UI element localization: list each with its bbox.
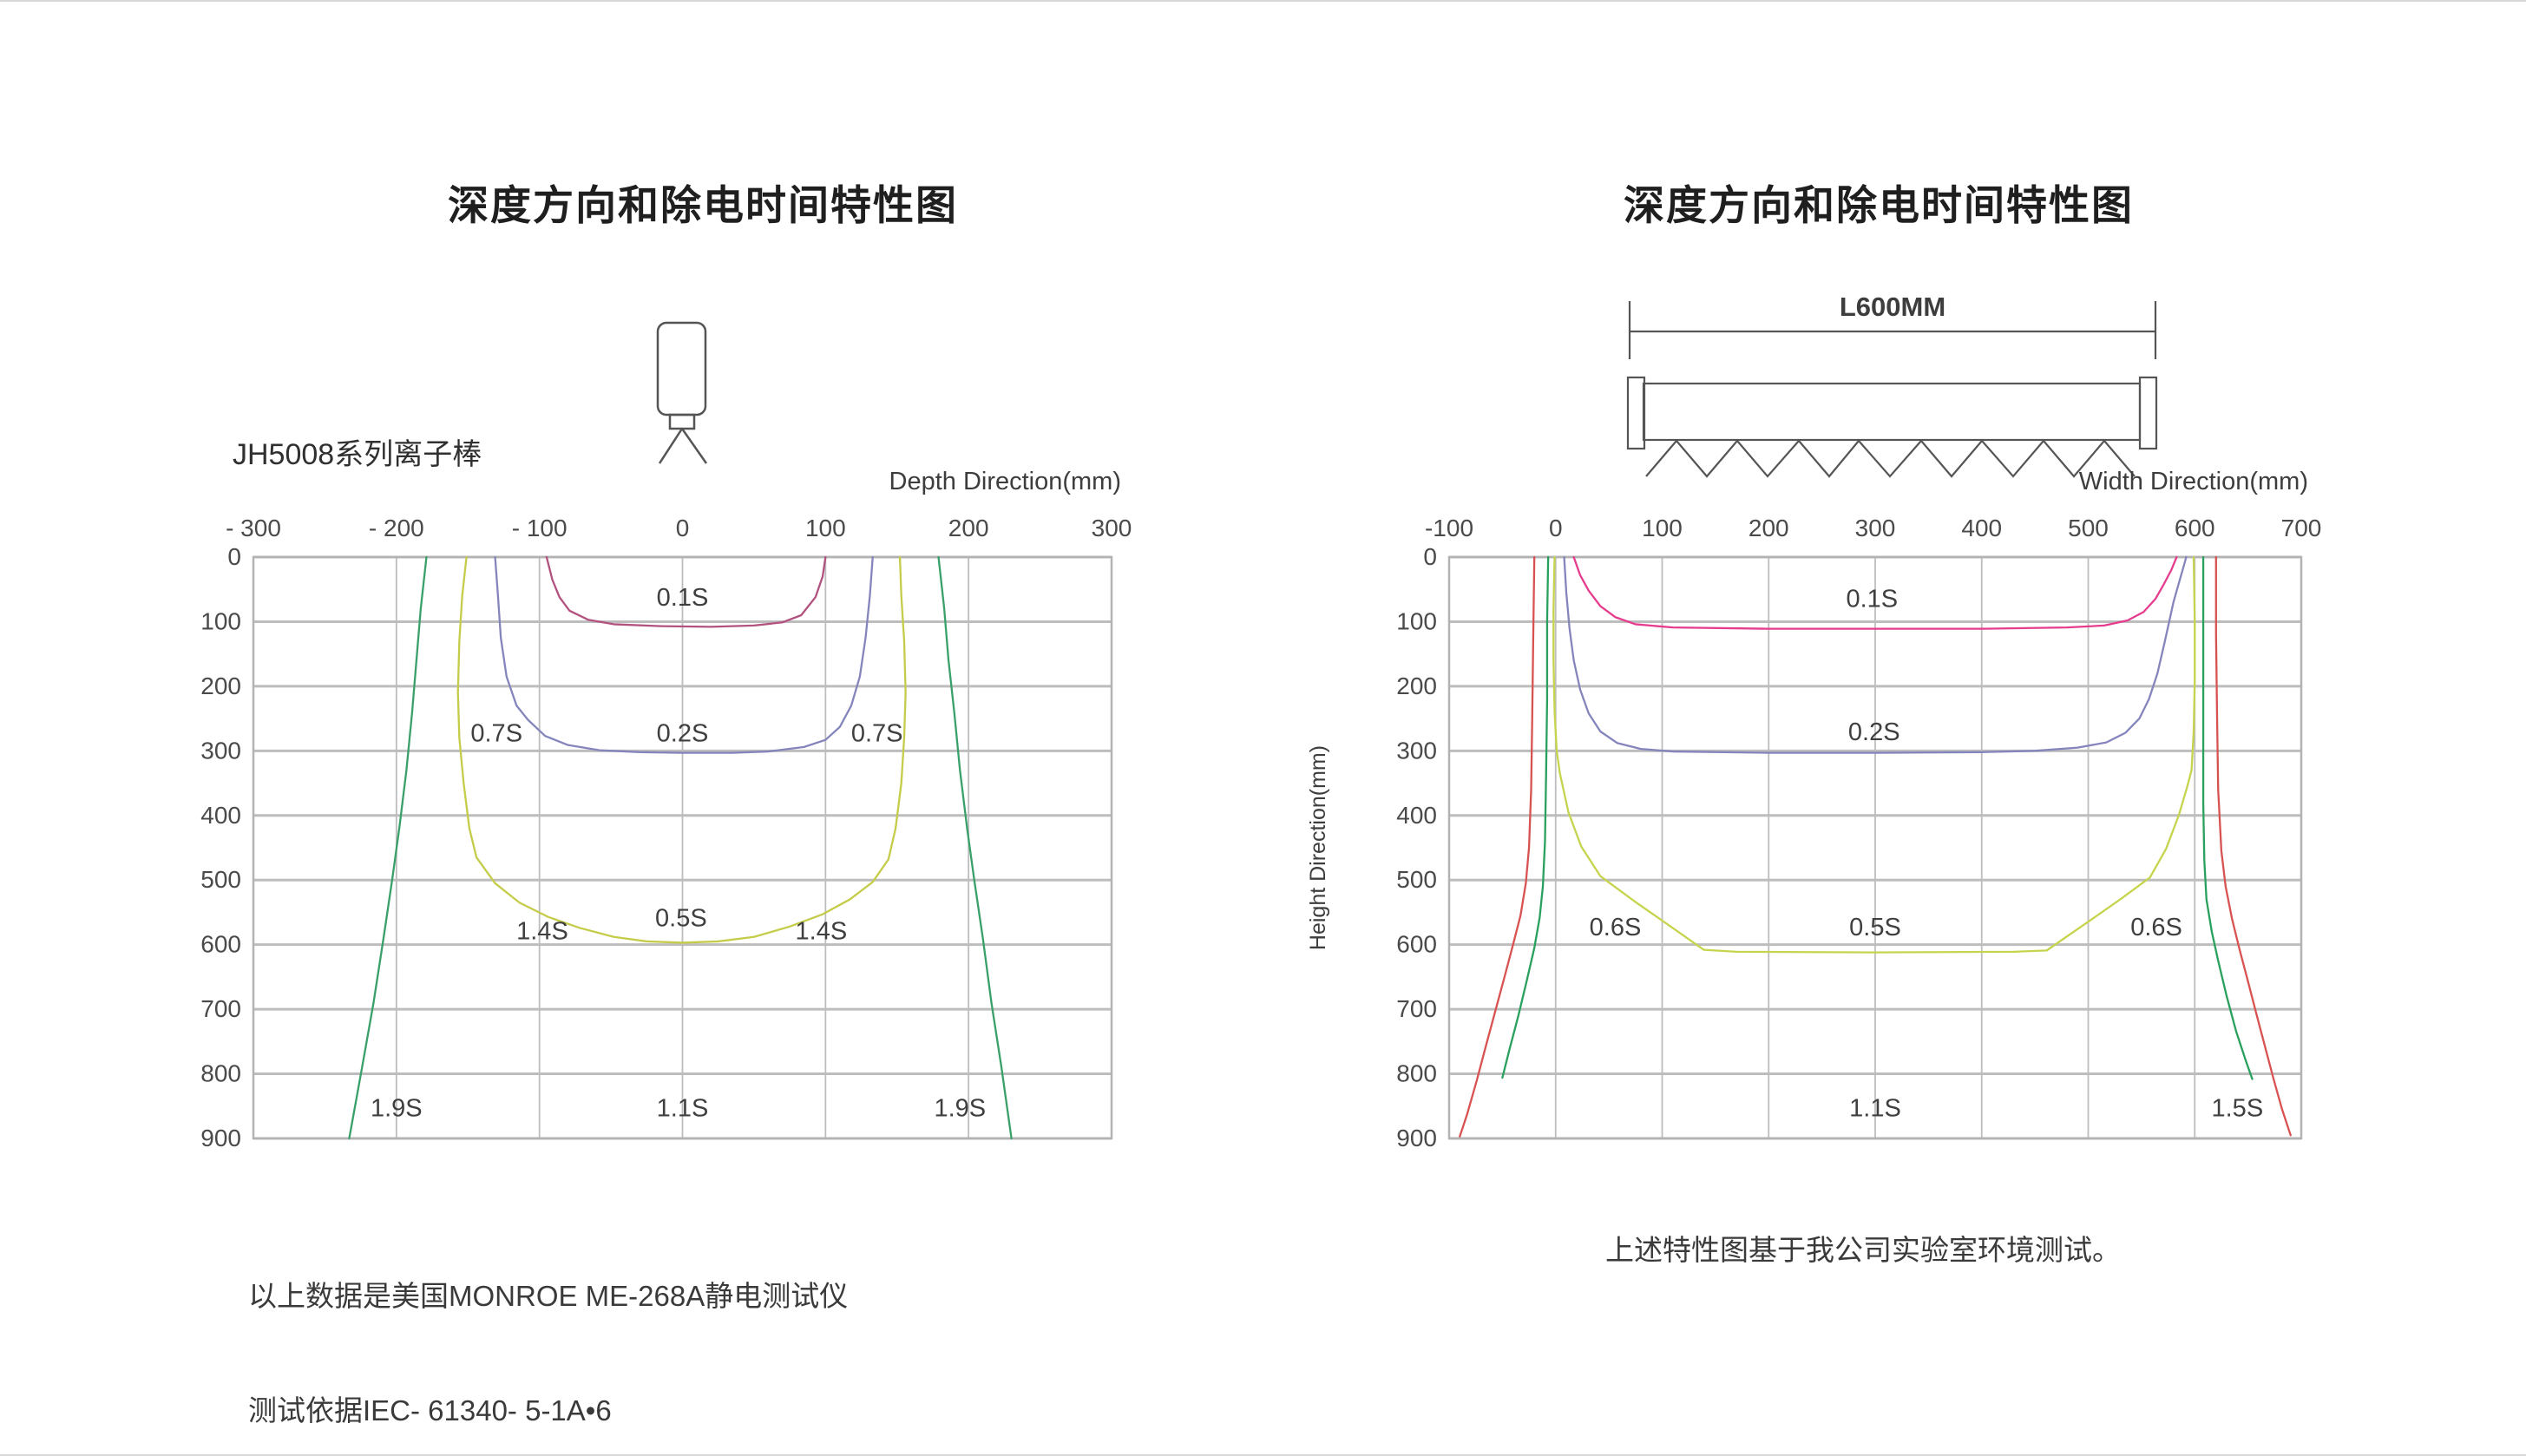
tick-labels: -100 0 100 200 300 400 500 600 70001002003004005…	[1396, 515, 2321, 1151]
y-tick-label: 100	[1396, 607, 1437, 634]
y-tick-label: 400	[1396, 802, 1437, 829]
right-y-axis-title: Height Direction(mm)	[1306, 745, 1330, 950]
y-tick-label: 200	[200, 672, 241, 699]
right-chart: -100 0 100 200 300 400 500 600 70001002003004005…	[1396, 515, 2321, 1151]
x-tick-label: 0	[676, 515, 690, 541]
curve-0.2s-contour	[1563, 555, 2188, 754]
ionizer-bar-icon	[1626, 301, 2158, 478]
x-tick-label: 500	[2068, 515, 2109, 541]
y-tick-label: 100	[200, 607, 241, 634]
plot-border	[252, 555, 1113, 1140]
curve-0.6s-contour-left	[1501, 555, 1550, 1079]
curve-time-label: 0.6S	[1590, 914, 1642, 941]
left-x-axis-title: Depth Direction(mm)	[889, 468, 1122, 495]
x-tick-label: 300	[1092, 515, 1132, 541]
left-chart-title: 深度方向和除电时间特性图	[448, 182, 958, 228]
curve-time-label: 0.5S	[1849, 914, 1901, 941]
y-tick-label: 0	[227, 543, 241, 570]
curve-time-label: 1.4S	[516, 917, 568, 945]
x-tick-label: 200	[1749, 515, 1789, 541]
x-tick-label: - 100	[512, 515, 568, 541]
curve-time-label: 0.1S	[1846, 586, 1898, 613]
curve-time-label: 0.7S	[470, 719, 522, 747]
curve-time-label: 0.6S	[2130, 914, 2182, 941]
curve-time-label: 1.1S	[657, 1094, 709, 1122]
curve-time-label: 0.2S	[1848, 718, 1900, 746]
x-tick-label: 100	[1642, 515, 1683, 541]
curve-time-label: 0.5S	[655, 904, 707, 932]
curve-0.5s-contour	[1552, 555, 2196, 954]
y-tick-label: 300	[200, 737, 241, 764]
lab-note-text: 上述特性图基于我公司实验室环境测试。	[1605, 1234, 2121, 1266]
curve-0.2s-contour	[494, 555, 874, 754]
ionizer-model-label: JH5008系列离子棒	[233, 438, 482, 471]
curve-0.6s-contour-right	[2201, 555, 2254, 1080]
y-tick-label: 800	[200, 1060, 241, 1087]
dimension-line	[1628, 301, 2157, 359]
left-chart: - 300 - 200 - 100 0 100 200 300 0 100 200 300 400 50…	[200, 515, 1132, 1151]
y-tick-label: 900	[200, 1125, 241, 1151]
y-tick-label: 600	[200, 931, 241, 958]
curve-time-label: 0.2S	[657, 719, 709, 747]
y-tick-label: 700	[200, 995, 241, 1022]
x-tick-label: - 300	[226, 515, 281, 541]
y-tick-label: 0	[1423, 543, 1437, 570]
curve-time-label: 1.5S	[2212, 1094, 2264, 1122]
y-tick-label: 500	[200, 866, 241, 893]
y-tick-label: 400	[200, 802, 241, 829]
curve-time-label: 0.7S	[851, 719, 903, 747]
tick-labels: - 300 - 200 - 100 0 100 200 300 0 100 200 300 400 50…	[200, 515, 1132, 1151]
y-tick-label: 600	[1396, 931, 1437, 958]
curve-0.1s-contour	[545, 555, 827, 628]
dimension-label: L600MM	[1840, 292, 1945, 322]
curve-0.1s-contour	[1572, 555, 2178, 630]
test-conditions-text: 以上数据是美国MONROE ME-268A静电测试仪 测试依据IEC- 6134…	[248, 1201, 901, 1454]
x-tick-label: - 200	[369, 515, 424, 541]
y-tick-label: 800	[1396, 1060, 1437, 1087]
x-tick-label: 0	[1549, 515, 1563, 541]
y-tick-label: 700	[1396, 995, 1437, 1022]
y-tick-label: 300	[1396, 737, 1437, 764]
x-tick-label: 700	[2281, 515, 2322, 541]
y-tick-label: 900	[1396, 1125, 1437, 1151]
test-conditions-line: 以上数据是美国MONROE ME-268A静电测试仪	[248, 1280, 849, 1312]
emitter-pins-zigzag	[1645, 439, 2136, 478]
y-tick-label: 500	[1396, 866, 1437, 893]
plot-border	[1447, 555, 2303, 1140]
x-tick-label: 400	[1961, 515, 2002, 541]
curve-1.5s-contour-right	[2214, 555, 2292, 1137]
curve-time-label: 0.1S	[657, 584, 709, 612]
right-x-axis-title: Width Direction(mm)	[2079, 468, 2308, 495]
curve-time-label: 1.1S	[1849, 1094, 1901, 1122]
x-tick-label: 300	[1855, 515, 1896, 541]
x-tick-label: -100	[1425, 515, 1473, 541]
ionizer-nozzle-icon	[656, 321, 708, 464]
curve-time-label: 1.9S	[934, 1094, 986, 1122]
curve-1.5s-contour-left	[1459, 555, 1536, 1138]
grid	[1448, 555, 2302, 1140]
grid	[253, 555, 1112, 1140]
curve-1.9s-contour-left	[348, 555, 428, 1140]
right-chart-title: 深度方向和除电时间特性图	[1624, 182, 2134, 228]
y-tick-label: 200	[1396, 672, 1437, 699]
curve-time-label: 1.9S	[371, 1094, 423, 1122]
x-tick-label: 600	[2175, 515, 2215, 541]
curve-time-label: 1.4S	[796, 917, 848, 945]
x-tick-label: 100	[805, 515, 846, 541]
test-conditions-line: 测试依据IEC- 61340- 5-1A•6	[248, 1394, 612, 1426]
x-tick-label: 200	[948, 515, 989, 541]
curve-0.5s-contour	[456, 555, 907, 944]
curve-1.9s-contour-right	[937, 555, 1013, 1140]
